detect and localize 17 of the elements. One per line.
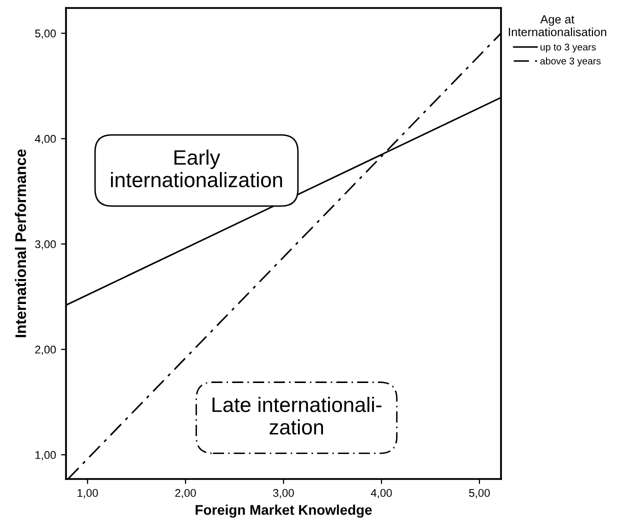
legend-label: up to 3 years bbox=[540, 44, 596, 52]
annotation: Early internationalization bbox=[111, 150, 282, 188]
annotation: Late internationali- zation bbox=[212, 396, 382, 435]
x-tick-label: 2,00 bbox=[175, 489, 196, 498]
y-tick-label: 3,00 bbox=[35, 240, 56, 250]
y-tick-label: 2,00 bbox=[35, 346, 56, 355]
x-tick-label: 4,00 bbox=[370, 489, 392, 498]
y-axis-title: International Performance bbox=[14, 149, 26, 338]
y-tick-label: 4,00 bbox=[34, 134, 56, 144]
x-tick-label: 3,00 bbox=[273, 489, 294, 498]
y-tick-label: 1,00 bbox=[36, 451, 56, 460]
x-tick-label: 1,00 bbox=[78, 489, 98, 498]
legend-title: Age at Internationalisation bbox=[508, 15, 606, 36]
x-tick-label: 5,00 bbox=[469, 489, 490, 498]
x-axis-title: Foreign Market Knowledge bbox=[196, 504, 372, 518]
legend-label: above 3 years bbox=[540, 57, 601, 66]
y-tick-label: 5,00 bbox=[35, 30, 56, 39]
